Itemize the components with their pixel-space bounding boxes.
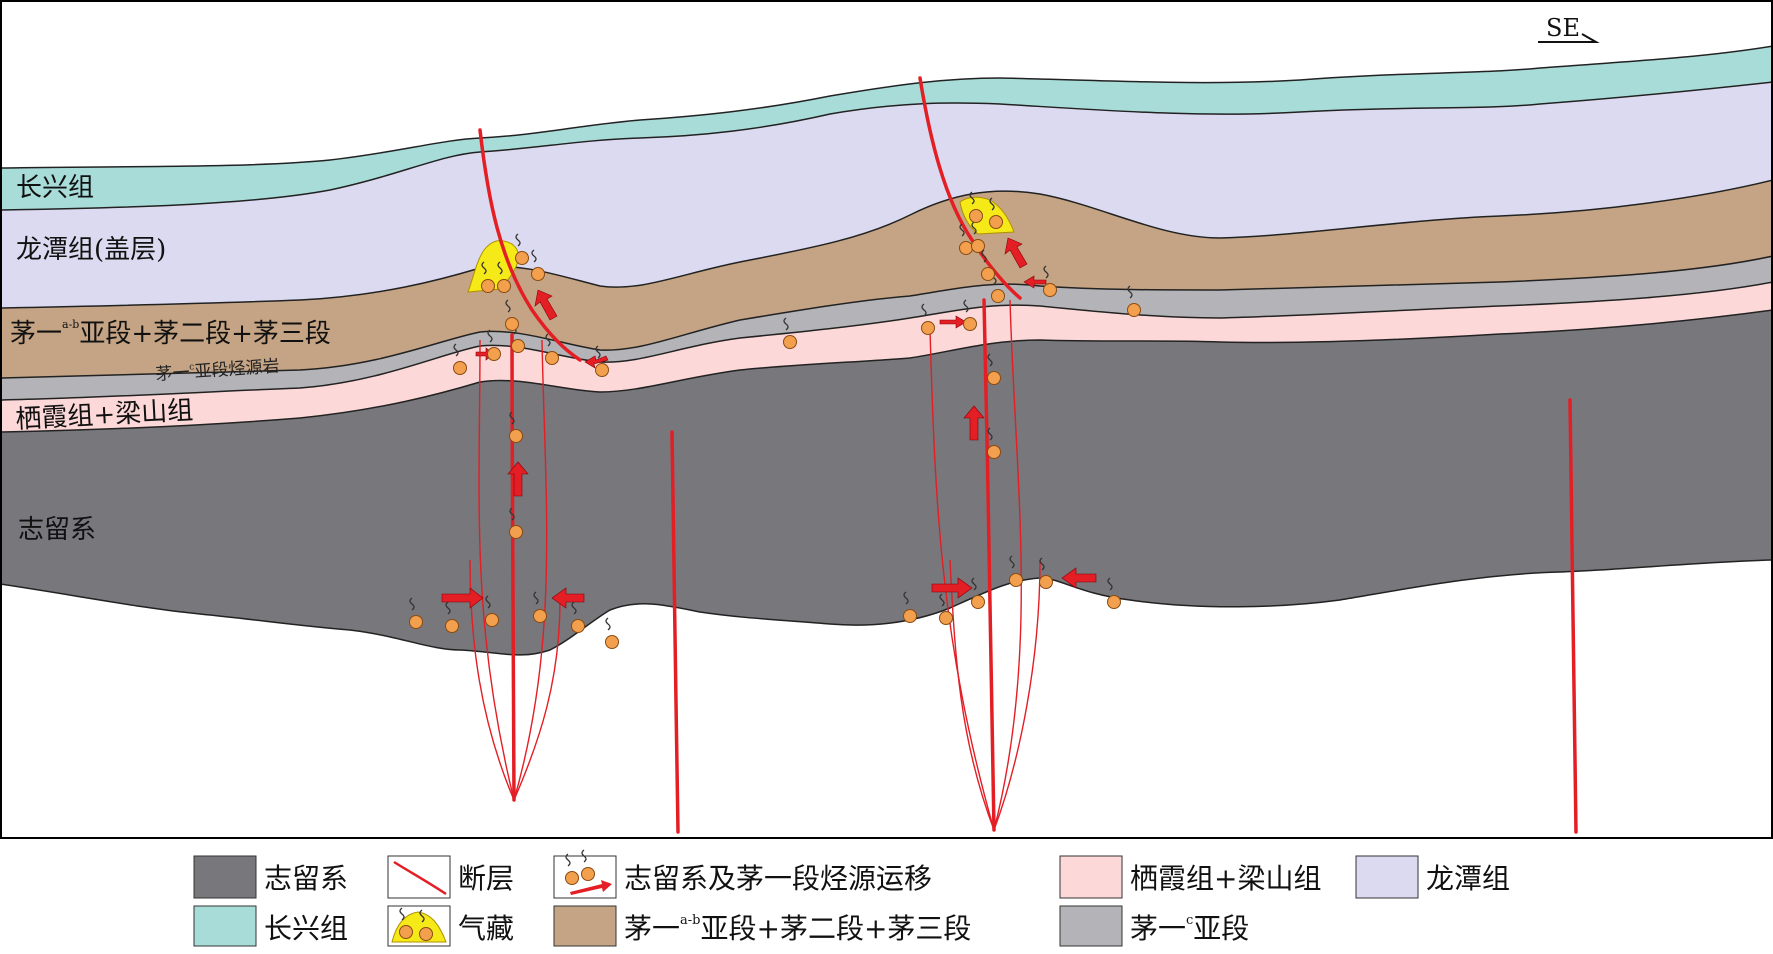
fault-icon: [393, 860, 447, 896]
label-silurian: 志留系: [18, 515, 96, 545]
migration-arrow: [551, 587, 585, 609]
legend-swatch-mao-c: [1059, 905, 1123, 947]
legend-swatch-mao-upper: [553, 905, 617, 947]
fault-line: [982, 298, 996, 832]
fault-line: [478, 128, 582, 362]
migration-arrow: [1023, 275, 1047, 289]
legend-label-longtan: 龙潭组: [1426, 862, 1510, 895]
legend-label-mao-c: 茅一c亚段: [1130, 912, 1249, 945]
legend: 志留系 断层 志留系及茅一段烃源运移 栖霞组+梁山组 龙潭组 长兴组 气藏 茅一…: [193, 849, 1510, 947]
migration-arrow: [441, 587, 484, 609]
legend-label-changxing: 长兴组: [264, 912, 348, 945]
migration-icon: [564, 849, 612, 895]
migration-arrows: [441, 237, 1097, 609]
direction-label: SE: [1546, 14, 1580, 42]
migration-arrow: [963, 405, 985, 441]
migration-arrow: [1004, 237, 1028, 269]
legend-swatch-silurian: [193, 855, 257, 899]
legend-swatch-changxing: [193, 905, 257, 947]
legend-label-migration: 志留系及茅一段烃源运移: [624, 862, 932, 895]
fault-line: [918, 76, 1022, 300]
fault-line: [1568, 398, 1578, 834]
legend-label-mao-upper: 茅一a-b亚段+茅二段+茅三段: [624, 912, 971, 945]
label-changxing: 长兴组: [16, 173, 94, 203]
direction-indicator: SE: [1538, 14, 1600, 43]
legend-swatch-qixia: [1059, 855, 1123, 899]
migration-arrow: [507, 461, 529, 497]
migration-arrow: [1061, 567, 1097, 589]
migration-arrow: [534, 289, 558, 321]
fault-line: [670, 430, 680, 834]
migration-arrow: [939, 315, 967, 329]
migration-arrow: [931, 577, 973, 599]
legend-label-gas: 气藏: [458, 912, 514, 945]
label-mao-upper: 茅一a-b亚段+茅二段+茅三段: [10, 318, 331, 349]
fault-line: [510, 333, 516, 802]
legend-swatch-longtan: [1355, 855, 1419, 899]
label-longtan: 龙潭组(盖层): [16, 235, 166, 265]
legend-label-silurian: 志留系: [264, 862, 348, 895]
fault-lines: [478, 76, 1578, 834]
layer-silurian: [2, 309, 1771, 656]
legend-label-fault: 断层: [458, 862, 514, 895]
legend-label-qixia: 栖霞组+梁山组: [1130, 862, 1321, 895]
label-mao-c-source: 茅一c亚段烃源岩: [155, 356, 280, 385]
migration-arrow: [584, 355, 609, 369]
gas-icon: [391, 907, 447, 943]
direction-arrow-icon: [1538, 33, 1600, 43]
